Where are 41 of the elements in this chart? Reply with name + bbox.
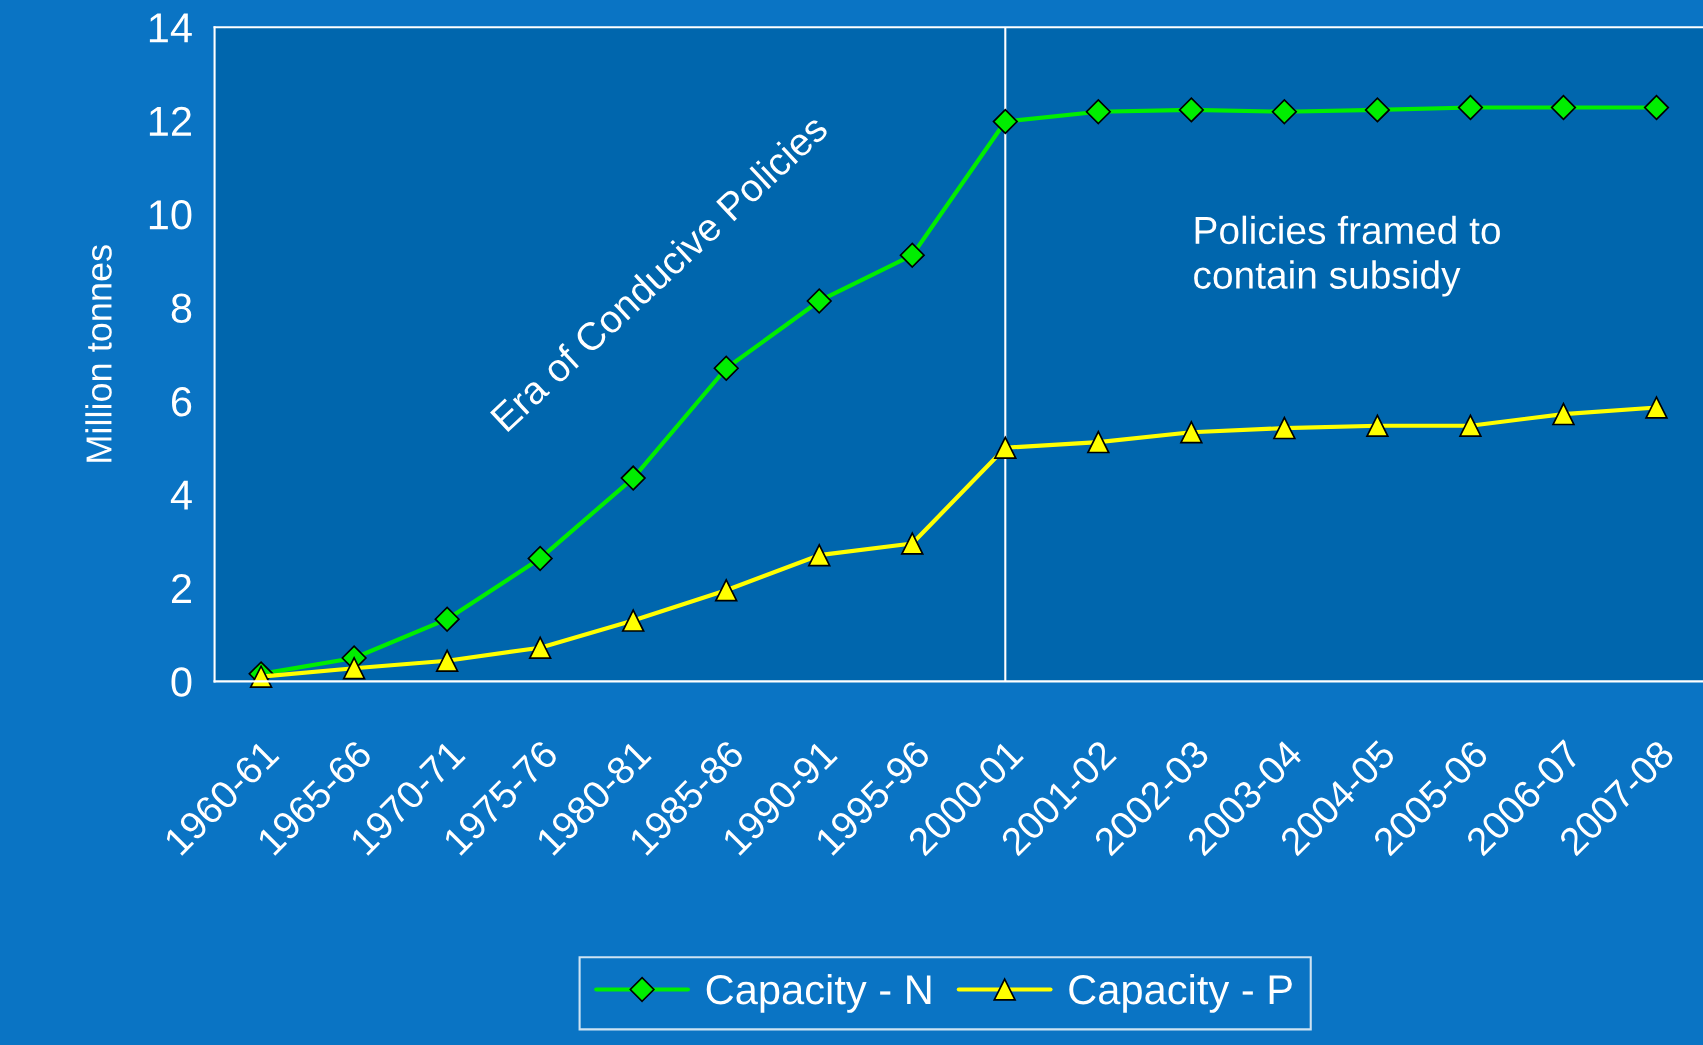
y-tick-label: 2 [171, 573, 191, 603]
point [1457, 94, 1484, 121]
point [1552, 402, 1575, 426]
y-tick-label: 6 [172, 386, 192, 417]
point [435, 649, 459, 673]
y-tick-label: 0 [171, 667, 192, 697]
point [1645, 396, 1668, 419]
point [1366, 414, 1389, 437]
legend-label: Capacity - P [1069, 973, 1292, 1013]
point [1178, 97, 1204, 123]
annotation: Policies framed to contain subsidy [1194, 215, 1500, 297]
point [713, 355, 739, 381]
point [1550, 94, 1577, 121]
y-tick-label: 12 [149, 106, 191, 136]
point [901, 532, 924, 555]
point [1459, 414, 1482, 437]
y-tick-label: 14 [149, 13, 192, 43]
point [1364, 97, 1391, 123]
point [342, 657, 366, 680]
point [994, 436, 1017, 459]
point [807, 543, 831, 567]
point [806, 288, 832, 314]
y-tick-label: 8 [171, 293, 192, 324]
point [620, 465, 646, 491]
point [1087, 430, 1110, 454]
point [528, 636, 552, 659]
point [527, 545, 553, 572]
point [1643, 94, 1670, 121]
point [899, 242, 925, 268]
point [714, 578, 738, 602]
legend-label: Capacity - N [706, 973, 931, 1013]
point [434, 606, 460, 632]
point [621, 609, 645, 632]
point [1180, 421, 1203, 444]
point [992, 108, 1018, 135]
y-tick-label: 10 [149, 200, 192, 230]
point [1271, 99, 1298, 125]
y-tick-label: 4 [170, 480, 192, 510]
point [1273, 416, 1296, 440]
y-axis-title: Million tonnes [85, 245, 112, 462]
point [1085, 99, 1111, 125]
